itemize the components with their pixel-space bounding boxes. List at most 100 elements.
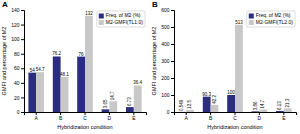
- data-label: 0.549: [179, 99, 184, 111]
- data-label: 3.65: [103, 99, 108, 108]
- tick-label: B: [59, 115, 63, 121]
- axis-line: [21, 11, 25, 113]
- tick: 500: [161, 24, 174, 30]
- legend-swatch: [249, 14, 254, 19]
- data-labels: 0.54990.31003.866.1312.542.251314.721.3: [179, 20, 289, 111]
- tick-mark: [171, 95, 174, 96]
- tick-label: 500: [161, 24, 170, 30]
- data-label: 36.4: [133, 80, 142, 85]
- tick-mark: [21, 112, 24, 113]
- tick: C: [83, 112, 87, 121]
- plot-area: 0 20 40 60 80 100 120 140 A B C D E 54 76.2 76 3.65 6.73 5…: [1, 7, 147, 130]
- bar: [235, 25, 243, 112]
- tick: 140: [11, 7, 24, 13]
- data-label: 6.13: [277, 101, 282, 110]
- legend: Freq. of M2 (%)M2-GMFI(TL2.0): [247, 11, 295, 27]
- y-axis: 0100200300400500600: [161, 7, 174, 115]
- tick: 100: [161, 92, 174, 98]
- tick-label: 200: [161, 75, 170, 81]
- bar: [102, 109, 110, 112]
- tick: A: [185, 112, 189, 121]
- tick-mark: [21, 39, 24, 40]
- data-label: 12.5: [187, 100, 192, 109]
- bar: [36, 72, 44, 112]
- tick: 300: [161, 58, 174, 64]
- data-label: 54.7: [36, 67, 45, 72]
- data-label: 42.2: [212, 95, 217, 104]
- tick: 600: [161, 7, 174, 13]
- axis-line: [171, 11, 175, 113]
- data-label: 14.7: [110, 91, 115, 100]
- bar: [126, 107, 134, 112]
- data-label: 76: [79, 52, 85, 57]
- bar: [85, 16, 93, 112]
- bar: [259, 110, 267, 112]
- tick-label: C: [83, 115, 87, 121]
- title: A: [2, 0, 8, 9]
- legend-frame: [247, 11, 295, 27]
- tick-label: E: [282, 115, 286, 121]
- legend-item: Freq. of M2 (%): [249, 12, 291, 18]
- data-label: 90.3: [202, 92, 211, 97]
- tick-label: 300: [161, 58, 170, 64]
- legend-swatch: [99, 14, 104, 19]
- bar: [284, 108, 292, 112]
- x-axis-title: Hybridization condition: [207, 124, 262, 130]
- tick-label: 0: [167, 109, 170, 115]
- tick-mark: [171, 61, 174, 62]
- tick-label: D: [108, 115, 112, 121]
- data-label: 3.86: [253, 101, 258, 110]
- tick-label: 0: [17, 109, 20, 115]
- bar: [227, 95, 235, 112]
- x-axis-title: Hybridization condition: [57, 124, 112, 130]
- y-axis: 0 20 40 60 80 100 120 140: [11, 7, 24, 115]
- x-axis: A B C D E: [25, 112, 147, 121]
- legend-swatch: [99, 20, 104, 25]
- tick: D: [108, 112, 112, 121]
- plot-area: 0100200300400500600ABCDE0.54990.31003.86…: [151, 7, 297, 130]
- data-label: 14.7: [260, 99, 265, 108]
- tick-label: E: [132, 115, 136, 121]
- tick: 120: [11, 22, 24, 28]
- bar: [186, 110, 194, 112]
- tick: 20: [14, 95, 24, 101]
- bar-series: [36, 16, 141, 112]
- tick-mark: [21, 54, 24, 55]
- chart-svg: 020406080100120140ABCDE5476.2763.656.735…: [0, 0, 300, 134]
- bar: [276, 111, 284, 112]
- tick-label: 600: [161, 7, 170, 13]
- data-label: 76.2: [52, 51, 61, 56]
- data-label: 6.73: [127, 97, 132, 106]
- legend-item: M2-GMFI(TL1.0): [99, 19, 144, 25]
- tick: 0: [167, 109, 174, 115]
- tick: 40: [14, 80, 24, 86]
- panel: 020406080100120140ABCDE5476.2763.656.735…: [1, 0, 147, 130]
- panel: 0100200300400500600ABCDE0.54990.31003.86…: [151, 0, 297, 130]
- tick: B: [209, 112, 213, 121]
- tick-label: 100: [161, 92, 170, 98]
- tick: 60: [14, 65, 24, 71]
- tick-label: B: [209, 115, 213, 121]
- tick-mark: [21, 25, 24, 26]
- tick-mark: [171, 112, 174, 113]
- tick-label: 100: [11, 36, 20, 42]
- tick: 0: [17, 109, 24, 115]
- tick-mark: [171, 44, 174, 45]
- tick: 80: [14, 51, 24, 57]
- tick-label: A: [35, 115, 39, 121]
- data-label: 54: [30, 68, 36, 73]
- tick: D: [258, 112, 262, 121]
- bar: [28, 73, 36, 112]
- tick-label: 80: [14, 51, 20, 57]
- legend-frame: [97, 11, 145, 27]
- y-axis-title: GMFI and percentage of M2: [151, 27, 157, 96]
- data-label: 21.3: [285, 98, 290, 107]
- data-label: 132: [85, 11, 93, 16]
- tick-label: 60: [14, 65, 20, 71]
- tick-label: A: [185, 115, 189, 121]
- data-label: 100: [227, 90, 235, 95]
- tick-label: 40: [14, 80, 20, 86]
- tick: E: [282, 112, 286, 121]
- bar: [61, 77, 69, 112]
- tick: 100: [11, 36, 24, 42]
